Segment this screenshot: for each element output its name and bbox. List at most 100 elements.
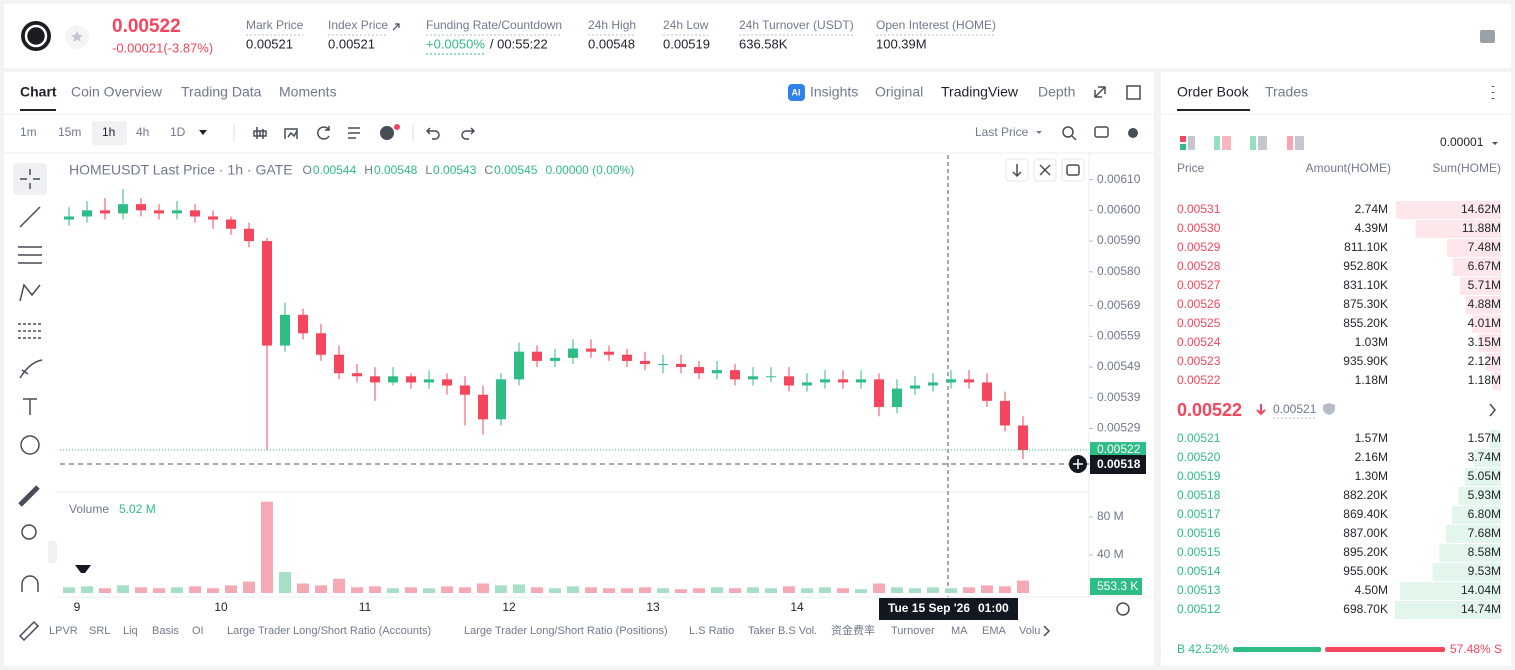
interval[interactable]: 15m [58,125,81,139]
crosshair-tool[interactable] [20,169,40,189]
axis-settings-icon[interactable] [1116,602,1130,616]
layout-icon[interactable] [1480,30,1495,43]
ruler-tool[interactable] [18,485,40,507]
indicator[interactable]: Large Trader Long/Short Ratio (Positions… [464,625,668,637]
interval[interactable]: 1D [170,125,186,139]
interval[interactable]: 1h [102,125,115,139]
maximize-button[interactable] [1061,158,1085,182]
volume-bar [927,587,939,593]
book-price[interactable]: 0.00523 [1177,354,1221,368]
indicator[interactable]: EMA [982,625,1007,637]
book-price[interactable]: 0.00531 [1177,202,1221,216]
zoom-tool[interactable] [21,524,37,540]
undo-icon[interactable] [425,127,440,140]
stat-value: +0.0050% [426,36,485,51]
interval[interactable]: 1m [20,125,37,139]
view-tab[interactable]: Original [875,84,923,100]
trendline-tool[interactable] [19,206,41,228]
replay-icon[interactable] [317,126,330,140]
indicator[interactable]: Liq [123,625,138,637]
book-price[interactable]: 0.00525 [1177,316,1221,330]
precision-dropdown[interactable] [1492,142,1498,145]
collapse-tab[interactable] [48,541,57,563]
book-price[interactable]: 0.00512 [1177,602,1221,616]
view-tab[interactable]: TradingView [941,84,1019,100]
indicator[interactable]: OI [192,625,204,637]
indicator[interactable]: Taker B.S Vol. [748,625,817,637]
book-tab[interactable]: Order Book [1177,84,1250,100]
chart-tab[interactable]: Trading Data [181,84,262,100]
indicator[interactable]: Large Trader Long/Short Ratio (Accounts) [227,625,431,637]
pencil-tool[interactable] [18,620,40,642]
text-tool[interactable] [23,398,37,415]
candle-body [334,354,344,374]
interval[interactable]: 4h [136,125,149,139]
chart-tab[interactable]: Moments [279,84,337,100]
view-bids[interactable] [1214,136,1220,150]
settings-icon[interactable] [1128,128,1138,138]
book-price[interactable]: 0.00524 [1177,335,1221,349]
emoji-tool[interactable] [20,435,40,455]
pattern-tool[interactable] [19,283,41,302]
book-price[interactable]: 0.00528 [1177,259,1221,273]
template-icon[interactable] [348,127,360,139]
indicator[interactable]: SRL [89,625,110,637]
fullscreen-icon[interactable] [1094,86,1106,98]
book-price[interactable]: 0.00514 [1177,564,1221,578]
book-price[interactable]: 0.00526 [1177,297,1221,311]
candle-body [766,376,776,378]
view-red[interactable] [1287,136,1293,150]
view-both[interactable] [1180,136,1186,142]
volume-bar [243,581,255,593]
parallel-tool[interactable] [18,246,42,264]
book-price[interactable]: 0.00515 [1177,545,1221,559]
book-price[interactable]: 0.00530 [1177,221,1221,235]
book-amount: 698.70K [1343,602,1388,616]
indicator[interactable]: LPVR [49,625,78,637]
indicator-scroll[interactable] [1043,625,1051,637]
book-price[interactable]: 0.00513 [1177,583,1221,597]
book-price[interactable]: 0.00516 [1177,526,1221,540]
view-tab[interactable]: Depth [1038,84,1075,100]
index-link-icon[interactable] [392,23,400,31]
book-price[interactable]: 0.00522 [1177,373,1221,387]
book-tab[interactable]: Trades [1265,84,1308,100]
add-indicator-icon[interactable] [380,126,394,140]
brush-tool[interactable] [19,359,43,379]
candle-body [298,314,308,334]
window-icon[interactable] [1126,85,1141,100]
indicator[interactable]: L.S Ratio [689,625,734,637]
view-asks[interactable] [1250,136,1256,150]
book-price[interactable]: 0.00521 [1177,431,1221,445]
column-head: Amount(HOME) [1306,161,1391,175]
snapshot-icon[interactable] [1094,126,1109,138]
indicator[interactable]: Turnover [891,625,935,637]
candle-type-icon[interactable] [253,127,267,139]
view-tab[interactable]: Insights [810,84,858,100]
book-price[interactable]: 0.00517 [1177,507,1221,521]
interval-dropdown[interactable] [199,130,207,135]
indicator-icon[interactable] [284,128,298,139]
book-price[interactable]: 0.00529 [1177,240,1221,254]
candle-body [478,394,488,420]
book-price[interactable]: 0.00527 [1177,278,1221,292]
book-price[interactable]: 0.00519 [1177,469,1221,483]
chart-tab[interactable]: Chart [20,84,57,100]
search-icon[interactable] [1062,126,1074,138]
book-price[interactable]: 0.00520 [1177,450,1221,464]
volume-bar [729,588,741,593]
indicator[interactable]: Basis [152,625,179,637]
source-dropdown[interactable] [1036,131,1042,134]
indicator[interactable]: MA [951,625,968,637]
book-price[interactable]: 0.00518 [1177,488,1221,502]
redo-icon[interactable] [461,127,476,140]
chart-tab[interactable]: Coin Overview [71,84,163,100]
more-chevron[interactable] [1489,403,1496,417]
fib-tool[interactable] [18,323,42,339]
candle-body [820,379,830,383]
indicator[interactable]: 资金费率 [831,623,875,637]
precision[interactable]: 0.00001 [1440,135,1484,149]
price-source[interactable]: Last Price [975,125,1029,139]
magnet-tool[interactable] [21,575,39,592]
indicator[interactable]: Volu [1019,625,1040,637]
